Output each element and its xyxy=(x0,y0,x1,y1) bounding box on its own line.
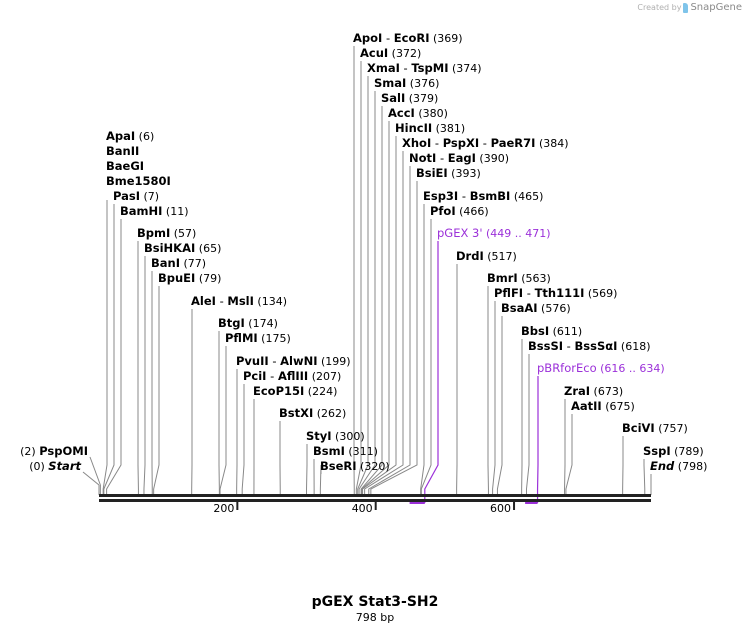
site-label: PflMI (175) xyxy=(225,331,291,345)
site-label: BseRI (320) xyxy=(320,459,390,473)
site-label: BamHI (11) xyxy=(120,204,189,218)
sequence-length: 798 bp xyxy=(355,611,395,624)
site-label: DrdI (517) xyxy=(456,249,517,263)
site-label: NotI - EagI (390) xyxy=(409,151,509,165)
site-line xyxy=(103,204,115,495)
site-line xyxy=(153,286,160,495)
site-line xyxy=(643,459,646,495)
site-label: BtgI (174) xyxy=(218,316,278,330)
site-line xyxy=(360,106,383,495)
site-label: BanII xyxy=(106,144,139,158)
sequence-backbone xyxy=(99,494,651,502)
site-line xyxy=(319,464,322,495)
bottom-strand xyxy=(99,499,651,502)
ruler-tick-label: 600 xyxy=(490,502,511,515)
site-label: XmaI - TspMI (374) xyxy=(367,61,482,75)
top-strand xyxy=(99,494,651,497)
site-label: ApaI (6) xyxy=(106,129,154,143)
site-label: BsiEI (393) xyxy=(416,166,481,180)
site-line xyxy=(357,76,369,495)
site-label: EcoP15I (224) xyxy=(253,384,337,398)
site-line xyxy=(362,136,397,495)
snapgene-logo-icon xyxy=(683,2,689,13)
site-label: SmaI (376) xyxy=(374,76,439,90)
site-label: StyI (300) xyxy=(306,429,365,443)
snapgene-credit: Created by SnapGene xyxy=(637,2,742,13)
site-line xyxy=(492,301,496,495)
site-label: AatII (675) xyxy=(571,399,635,413)
site-line xyxy=(420,204,425,495)
site-label: BciVI (757) xyxy=(622,421,688,435)
site-label: Bme1580I xyxy=(106,174,171,188)
site-label: XhoI - PspXI - PaeR7I (384) xyxy=(402,136,569,150)
site-line xyxy=(565,414,573,495)
site-line xyxy=(361,121,390,495)
site-label: AccI (380) xyxy=(388,106,448,120)
credit-brand: SnapGene xyxy=(690,2,742,13)
site-line xyxy=(358,91,376,495)
site-label: BsiHKAI (65) xyxy=(144,241,221,255)
ruler-tick-label: 200 xyxy=(213,502,234,515)
end-label: End (798) xyxy=(650,459,707,473)
site-label: BssSI - BssSαI (618) xyxy=(528,339,651,353)
feature-annotations: pGEX 3' (449 .. 471) pBRforEco (616 .. 63… xyxy=(409,226,665,504)
site-lines xyxy=(82,46,652,495)
site-label: BsmI (311) xyxy=(313,444,378,458)
site-label: PfoI (466) xyxy=(430,204,489,218)
credit-prefix: Created by xyxy=(637,3,682,12)
left-site-label: (2) PspOMI xyxy=(20,444,88,458)
site-label: BanI (77) xyxy=(151,256,206,270)
site-label: PciI - AflIII (207) xyxy=(243,369,341,383)
map-title: pGEX Stat3-SH2 xyxy=(311,594,439,610)
site-line xyxy=(102,200,108,495)
site-label: BaeGI xyxy=(106,159,144,173)
site-labels: ApoI - EcoRI (369)AcuI (372)XmaI - TspMI… xyxy=(20,31,707,473)
feature-label: pBRforEco (616 .. 634) xyxy=(537,361,665,375)
site-line xyxy=(89,456,101,486)
site-line xyxy=(355,61,362,495)
site-line xyxy=(368,166,411,495)
feature-label: pGEX 3' (449 .. 471) xyxy=(437,226,551,240)
site-line xyxy=(370,181,418,495)
site-line xyxy=(143,256,146,495)
site-label: AcuI (372) xyxy=(360,46,421,60)
site-label: Esp3I - BsmBI (465) xyxy=(423,189,543,203)
site-label: ZraI (673) xyxy=(564,384,623,398)
site-label: ApoI - EcoRI (369) xyxy=(353,31,463,45)
site-label: BbsI (611) xyxy=(521,324,582,338)
site-line xyxy=(82,471,100,486)
left-site-label: (0) Start xyxy=(29,459,81,473)
site-label: BstXI (262) xyxy=(279,406,346,420)
site-label: PvuII - AlwNI (199) xyxy=(236,354,351,368)
site-line xyxy=(525,354,530,495)
site-label: BpmI (57) xyxy=(137,226,196,240)
ruler: 200 400 600 xyxy=(213,502,516,515)
site-label: PasI (7) xyxy=(113,189,159,203)
site-line xyxy=(364,151,404,495)
site-line xyxy=(420,219,432,495)
ruler-tick-label: 400 xyxy=(352,502,373,515)
site-line xyxy=(241,384,245,495)
site-label: SspI (789) xyxy=(643,444,704,458)
site-label: BsaAI (576) xyxy=(501,301,571,315)
site-line xyxy=(219,346,227,495)
site-line xyxy=(496,316,503,495)
site-label: AleI - MslI (134) xyxy=(191,294,287,308)
site-label: SalI (379) xyxy=(381,91,438,105)
site-label: BmrI (563) xyxy=(487,271,551,285)
site-label: PflFI - Tth111I (569) xyxy=(494,286,617,300)
site-label: HincII (381) xyxy=(395,121,465,135)
site-line xyxy=(106,219,122,495)
site-label: BpuEI (79) xyxy=(158,271,221,285)
